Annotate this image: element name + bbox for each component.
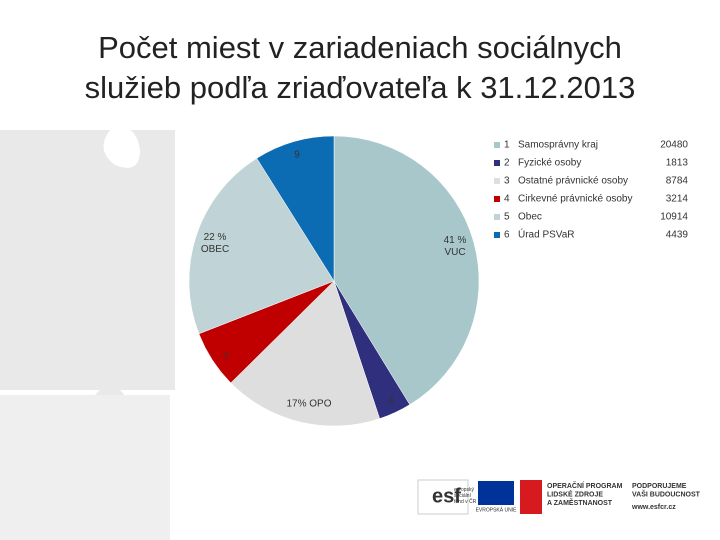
legend-number: 5 [504, 212, 510, 223]
slice-label: 7 [223, 352, 229, 363]
pie-slice [230, 280, 380, 427]
legend-label: Obec [518, 212, 542, 223]
pie: 41 % VUC 4 17% OPO 7 22 % OBEC 9 [188, 135, 480, 427]
slogan-text: PODPORUJEME VAŠI BUDOUCNOST [632, 483, 701, 498]
legend-value: 10914 [660, 212, 688, 223]
footer-logos: esf evropský sociální fond v ČR EVROPSKÁ U… [417, 479, 701, 515]
eu-flag [478, 481, 514, 505]
url-text: www.esfcr.cz [631, 504, 676, 511]
esf-text: evropský sociální fond v ČR [454, 487, 477, 505]
slice-label: 41 % VUC [444, 235, 467, 258]
legend-label: Fyzické osoby [518, 158, 581, 169]
legend-swatch [494, 142, 500, 148]
legend-value: 8784 [666, 176, 689, 187]
legend-value: 3214 [666, 194, 689, 205]
legend-label: Samosprávny kraj [518, 140, 598, 151]
legend-number: 1 [504, 140, 510, 151]
legend-number: 4 [504, 194, 510, 205]
legend-swatch [494, 160, 500, 166]
legend-label: Cirkevné právnické osoby [518, 194, 633, 205]
legend-value: 20480 [660, 140, 688, 151]
pie-slice [333, 135, 480, 405]
legend-value: 4439 [666, 230, 689, 241]
legend-swatch [494, 214, 500, 220]
slice-label: 9 [294, 150, 300, 161]
legend-swatch [494, 178, 500, 184]
legend-value: 1813 [666, 158, 689, 169]
slice-label: 4 [388, 396, 394, 407]
slice-label: 17% OPO [286, 399, 331, 410]
slice-label: 22 % OBEC [201, 232, 229, 255]
op-logo [520, 480, 542, 514]
legend-number: 2 [504, 158, 510, 169]
legend-number: 3 [504, 176, 510, 187]
eu-text: EVROPSKÁ UNIE [476, 506, 518, 513]
legend-swatch [494, 196, 500, 202]
chart-title: Počet miest v zariadeniach sociálnych sl… [84, 30, 636, 105]
pie-slice [256, 135, 335, 282]
esf-logo: esf [432, 485, 461, 507]
legend-label: Úrad PSVaR [518, 228, 575, 241]
legend: 1 Samosprávny kraj 20480 2 Fyzické osoby 1813… [494, 140, 688, 241]
legend-label: Ostatné právnické osoby [518, 176, 628, 187]
legend-number: 6 [504, 230, 510, 241]
puzzle-background [0, 130, 175, 540]
legend-swatch [494, 232, 500, 238]
program-text: OPERAČNÍ PROGRAM LIDSKÉ ZDROJE A ZAMĚSTNAN… [547, 481, 623, 507]
pie-slice [188, 157, 335, 335]
esf-logo-box [417, 479, 469, 515]
